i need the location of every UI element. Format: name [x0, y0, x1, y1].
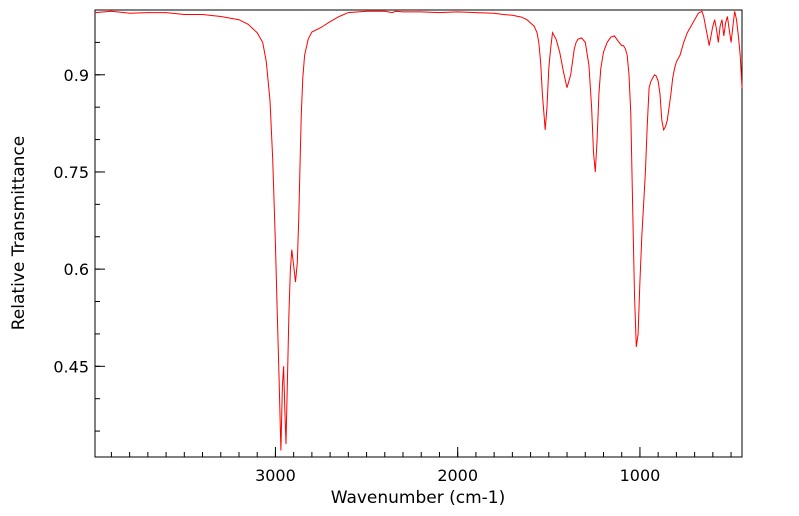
x-axis-title: Wavenumber (cm-1): [331, 488, 506, 508]
x-tick-label: 2000: [437, 466, 478, 485]
x-tick-label: 1000: [620, 466, 661, 485]
plot-frame: [94, 9, 743, 458]
label-layer: 3000 2000 1000 0.9 0.75 0.6 0.45: [53, 66, 660, 485]
y-tick-label: 0.6: [64, 260, 89, 279]
y-axis-title: Relative Transmittance: [9, 136, 29, 331]
y-tick-label: 0.9: [64, 66, 89, 85]
x-tick-label: 3000: [255, 466, 296, 485]
y-tick-label: 0.75: [53, 163, 89, 182]
y-tick-label: 0.45: [53, 357, 89, 376]
spectrum-line: [94, 10, 743, 451]
tick-layer: [95, 41, 732, 457]
